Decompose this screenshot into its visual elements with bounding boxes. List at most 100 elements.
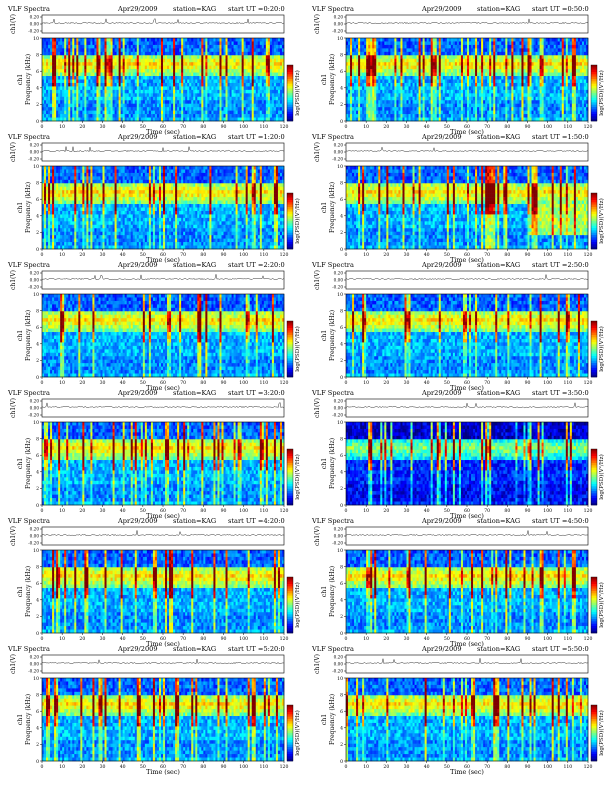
spectrogram-cell	[235, 41, 238, 46]
spectrogram-cell	[368, 44, 371, 49]
spectrogram-cell	[217, 51, 220, 56]
spectrogram-cell	[211, 89, 214, 94]
spectrogram-cell	[507, 65, 510, 70]
spectrogram-cell	[247, 51, 250, 56]
spectrogram-cell	[152, 103, 156, 108]
spectrogram-cell	[42, 44, 45, 49]
spectrogram-cell	[233, 107, 236, 111]
spectrogram-cell	[217, 86, 220, 91]
spectrogram-cell	[551, 82, 554, 87]
spectrogram-cell	[235, 48, 238, 53]
spectrogram-cell	[239, 55, 242, 59]
spectrogram-cell	[160, 93, 164, 98]
spectrogram-cell	[90, 107, 93, 111]
spectrogram-cell	[458, 41, 462, 46]
spectrogram-cell	[549, 89, 552, 94]
spectrogram-cell	[366, 62, 369, 66]
spectrogram-cell	[88, 44, 91, 49]
spectrogram-cell	[80, 100, 83, 104]
spectrogram-cell	[475, 76, 478, 80]
spectrogram-cell	[545, 82, 548, 87]
spectrogram-cell	[450, 58, 454, 63]
spectrogram-cell	[136, 117, 140, 122]
spectrogram-cell	[96, 100, 99, 104]
spectrogram-cell	[281, 76, 285, 80]
spectrogram-cell	[128, 41, 131, 46]
spectrogram-cell	[48, 103, 51, 108]
spectrogram-cell	[211, 103, 214, 108]
spectrogram-cell	[275, 96, 279, 101]
spectrogram-cell	[231, 41, 234, 46]
spectrogram-cell	[84, 89, 87, 94]
spectrogram-cell	[235, 44, 238, 49]
spectrogram-cell	[573, 72, 577, 77]
spectrogram-cell	[179, 79, 182, 84]
spectrogram-cell	[424, 38, 427, 42]
spectrogram-cell	[458, 62, 462, 66]
spectrogram-cell	[404, 69, 407, 73]
spectrogram-cell	[440, 44, 444, 49]
spectrogram-cell	[110, 65, 113, 70]
spectrogram-cell	[239, 107, 242, 111]
spectrogram-cell	[203, 89, 206, 94]
spectrogram-cell	[370, 82, 373, 87]
spectrogram-cell	[503, 89, 506, 94]
spectrogram-cell	[509, 48, 512, 53]
spectrogram-cell	[428, 65, 431, 70]
spectrogram-cell	[209, 38, 212, 42]
spectrogram-cell	[140, 55, 144, 59]
spectrogram-cell	[253, 86, 257, 91]
spectrogram-cell	[144, 58, 148, 63]
spectrogram-cell	[68, 58, 71, 63]
spectrogram-cell	[263, 62, 267, 66]
spectrogram-cell	[420, 41, 423, 46]
spectrogram-cell	[44, 69, 47, 73]
spectrogram-cell	[410, 89, 413, 94]
spectrogram-cell	[140, 82, 144, 87]
spectrogram-cell	[60, 82, 63, 87]
spectrogram-cell	[539, 65, 542, 70]
spectrogram-cell	[233, 38, 236, 42]
spectrogram-cell	[370, 93, 373, 98]
spectrogram-cell	[485, 89, 488, 94]
spectrogram-cell	[185, 93, 188, 98]
spectrogram-cell	[440, 82, 444, 87]
spectrogram-cell	[434, 82, 437, 87]
spectrogram-cell	[420, 76, 423, 80]
spectrogram-cell	[58, 69, 61, 73]
spectrogram-cell	[497, 69, 500, 73]
spectrogram-cell	[243, 48, 246, 53]
spectrogram-cell	[279, 38, 283, 42]
spectrogram-cell	[217, 110, 220, 115]
spectrogram-cell	[388, 76, 391, 80]
spectrogram-cell	[430, 38, 433, 42]
spectrogram-cell	[251, 86, 254, 91]
spectrogram-cell	[229, 79, 232, 84]
spectrogram-cell	[173, 76, 176, 80]
spectrogram-cell	[515, 86, 518, 91]
spectrogram-cell	[378, 93, 381, 98]
spectrogram-cell	[175, 69, 178, 73]
spectrogram-cell	[144, 100, 148, 104]
spectrogram-cell	[539, 69, 542, 73]
spectrogram-cell	[167, 86, 170, 91]
spectrogram-cell	[187, 76, 190, 80]
spectrogram-cell	[376, 58, 379, 63]
spectrogram-cell	[122, 96, 125, 101]
spectrogram-cell	[571, 69, 575, 73]
spectrogram-cell	[368, 86, 371, 91]
spectrogram-cell	[56, 55, 59, 59]
spectrogram-cell	[126, 69, 129, 73]
spectrogram-cell	[551, 55, 554, 59]
spectrogram-cell	[462, 76, 466, 80]
spectrogram-cell	[454, 58, 458, 63]
spectrogram-cell	[277, 93, 281, 98]
spectrogram-cell	[436, 48, 440, 53]
spectrogram-cell	[561, 58, 565, 63]
spectrogram-cell	[509, 69, 512, 73]
spectrogram-cell	[241, 38, 244, 42]
spectrogram-cell	[195, 72, 198, 77]
spectrogram-cell	[122, 114, 125, 118]
spectrogram-cell	[386, 93, 389, 98]
spectrogram-cell	[523, 72, 526, 77]
